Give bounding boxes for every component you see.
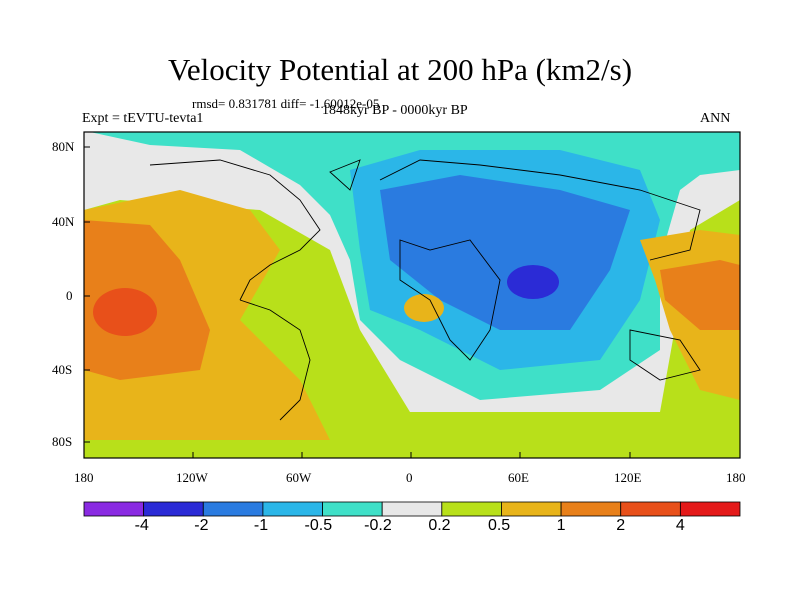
lon-label-0: 0: [406, 470, 413, 485]
lat-label-0: 0: [66, 288, 73, 303]
field-contour-pos2: [93, 288, 157, 336]
lon-label-180e: 180: [726, 470, 746, 485]
lat-label-40s: 40S: [52, 362, 73, 377]
colorbar-label: 1: [556, 517, 566, 534]
lon-label-60w: 60W: [286, 470, 312, 485]
colorbar-label: -1: [253, 517, 269, 534]
colorbar-swatch-7: [501, 501, 562, 517]
lat-label-40n: 40N: [52, 214, 75, 229]
colorbar-swatch-10: [679, 501, 741, 517]
colorbar-swatch-0: [83, 501, 145, 517]
experiment-label: Expt = tEVTU-tevta1: [82, 111, 204, 126]
colorbar-label: 0.5: [487, 517, 511, 534]
stats-line: rmsd= 0.831781 diff= -1.60012e-05: [192, 96, 380, 111]
map-field: [84, 132, 740, 458]
field-atlantic-blob: [404, 294, 444, 322]
lon-label-120w: 120W: [176, 470, 208, 485]
lon-label-120e: 120E: [614, 470, 642, 485]
tick-marks: [84, 146, 631, 458]
colorbar-label: -0.2: [364, 517, 392, 534]
lon-label-180w: 180: [74, 470, 94, 485]
lat-label-80s: 80S: [52, 434, 73, 449]
period-label: 1848kyr BP - 0000kyr BP: [322, 103, 468, 118]
colorbar-label: 0.2: [428, 517, 451, 534]
coastlines: [149, 159, 701, 421]
colorbar-swatch-9: [620, 501, 681, 517]
colorbar-swatch-3: [262, 501, 323, 517]
colorbar-label: -4: [134, 517, 149, 534]
field-contour-neg2: [380, 175, 630, 330]
lat-label-80n: 80N: [52, 139, 75, 154]
colorbar-swatch-8: [560, 501, 622, 517]
field-contour-pos1-east: [660, 260, 740, 330]
season-label: ANN: [700, 111, 731, 126]
colorbar-swatch-4: [322, 501, 383, 517]
colorbar-label: 4: [675, 517, 685, 534]
colorbar-swatch-6: [441, 501, 502, 517]
lon-label-60e: 60E: [508, 470, 529, 485]
colorbar-label: -0.5: [304, 517, 333, 534]
map-frame: [83, 131, 741, 459]
colorbar-swatch-1: [143, 501, 204, 517]
colorbar-swatch-5: [381, 501, 443, 517]
plot-title: Velocity Potential at 200 hPa (km2/s): [167, 52, 633, 87]
colorbar-swatch-2: [202, 501, 264, 517]
colorbar-label: -2: [194, 517, 209, 534]
colorbar-label: 2: [616, 517, 626, 534]
field-contour-neg4: [507, 265, 559, 299]
